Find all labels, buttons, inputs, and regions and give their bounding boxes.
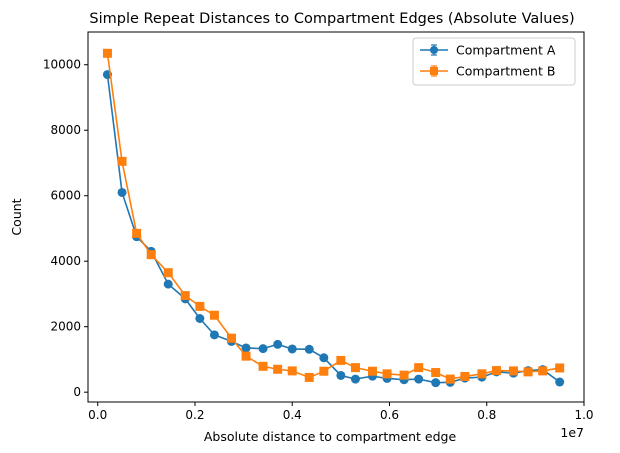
y-tick-label: 8000 xyxy=(50,123,81,137)
legend-label: Compartment A xyxy=(456,43,556,58)
data-point xyxy=(241,343,251,353)
data-point xyxy=(117,187,127,197)
series-line xyxy=(106,53,560,380)
data-point xyxy=(414,363,424,373)
x-tick-label: 0.0 xyxy=(88,408,107,422)
data-point xyxy=(319,366,329,376)
data-point xyxy=(350,374,360,384)
data-point xyxy=(117,156,127,166)
series-compartment-a xyxy=(102,70,565,388)
data-point xyxy=(180,291,190,301)
data-point xyxy=(367,366,377,376)
y-axis-label: Count xyxy=(9,198,24,235)
data-point xyxy=(350,363,360,373)
chart-title: Simple Repeat Distances to Compartment E… xyxy=(89,11,574,27)
data-point xyxy=(445,374,455,384)
x-tick-label: 0.4 xyxy=(283,408,302,422)
plot-area xyxy=(102,48,565,388)
data-point xyxy=(319,353,329,363)
data-point xyxy=(399,370,409,380)
data-point xyxy=(163,268,173,278)
y-tick-label: 10000 xyxy=(43,58,81,72)
x-tick-label: 0.6 xyxy=(380,408,399,422)
legend-marker xyxy=(430,46,438,54)
x-axis-label: Absolute distance to compartment edge xyxy=(204,429,457,444)
y-tick-label: 6000 xyxy=(50,189,81,203)
data-point xyxy=(195,314,205,324)
data-point xyxy=(336,355,346,365)
data-point xyxy=(195,301,205,311)
series-compartment-b xyxy=(102,48,565,384)
data-point xyxy=(382,369,392,379)
data-point xyxy=(431,368,441,378)
data-point xyxy=(523,367,533,377)
data-point xyxy=(555,377,565,387)
y-tick-label: 0 xyxy=(73,385,81,399)
data-point xyxy=(102,48,112,58)
data-point xyxy=(146,250,156,260)
data-point xyxy=(209,310,219,320)
data-point xyxy=(287,366,297,376)
data-point xyxy=(163,279,173,289)
legend-item: Compartment A xyxy=(420,43,556,58)
data-point xyxy=(273,364,283,374)
data-point xyxy=(555,363,565,373)
data-point xyxy=(241,351,251,361)
x-axis: 0.0 0.2 0.4 0.6 0.8 1.0 xyxy=(88,402,594,422)
data-point xyxy=(258,361,268,371)
x-tick-label: 0.8 xyxy=(477,408,496,422)
y-tick-label: 2000 xyxy=(50,320,81,334)
legend: Compartment A Compartment B xyxy=(412,37,576,86)
x-tick-label: 1.0 xyxy=(574,408,593,422)
axes-frame xyxy=(87,31,585,403)
x-offset-label: 1e7 xyxy=(560,425,584,440)
data-point xyxy=(304,344,314,354)
data-point xyxy=(538,366,548,376)
data-point xyxy=(258,344,268,354)
legend-marker xyxy=(430,67,438,75)
data-point xyxy=(508,366,518,376)
data-point xyxy=(414,374,424,384)
legend-label: Compartment B xyxy=(456,64,555,79)
data-point xyxy=(209,330,219,340)
series-line xyxy=(106,74,561,384)
y-tick-label: 4000 xyxy=(50,254,81,268)
data-point xyxy=(273,339,283,349)
data-point xyxy=(304,372,314,382)
data-point xyxy=(226,333,236,343)
x-tick-label: 0.2 xyxy=(185,408,204,422)
data-point xyxy=(460,371,470,381)
data-point xyxy=(336,370,346,380)
legend-box xyxy=(412,37,576,86)
data-point xyxy=(477,369,487,379)
legend-item: Compartment B xyxy=(420,64,555,79)
data-point xyxy=(132,228,142,238)
data-point xyxy=(431,378,441,388)
data-point xyxy=(287,344,297,354)
y-axis: 0 2000 4000 6000 8000 10000 xyxy=(43,58,88,399)
data-point xyxy=(491,366,501,376)
